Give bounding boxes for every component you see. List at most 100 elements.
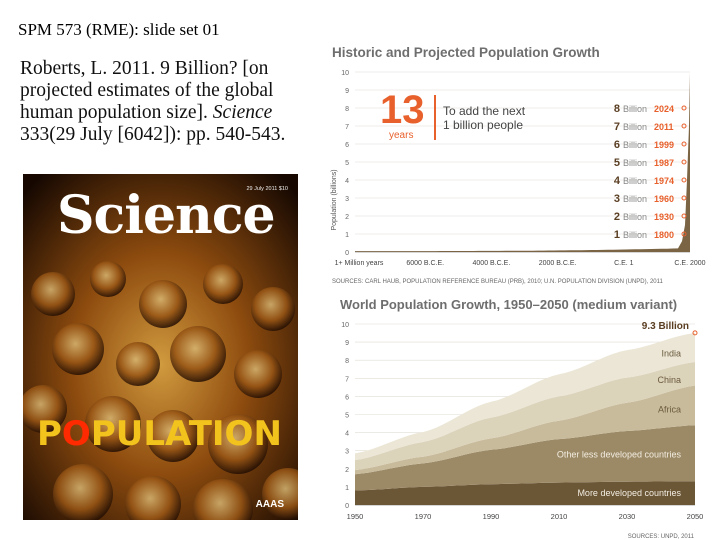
- chart1-ytick-label: 5: [345, 160, 349, 167]
- chart1-milestone-unit: Billion: [623, 140, 647, 150]
- chart1-ytick-label: 8: [345, 106, 349, 113]
- chart2-ytick-label: 3: [345, 449, 349, 456]
- chart2-xtick-label: 1990: [483, 512, 500, 521]
- chart1-ytick-label: 2: [345, 214, 349, 221]
- chart1-xtick-label: 2000 B.C.E.: [539, 260, 577, 267]
- chart1-highlight-unit: years: [389, 130, 413, 141]
- chart1-ytick-label: 9: [345, 88, 349, 95]
- chart1-ytick-label: 4: [345, 178, 349, 185]
- chart2-series-label: More developed countries: [577, 488, 681, 498]
- chart2-series-label: China: [657, 375, 681, 385]
- chart1-xtick-label: C.E. 2000: [674, 260, 705, 267]
- chart2-ytick-label: 8: [345, 358, 349, 365]
- chart2-series-label: Africa: [658, 405, 681, 415]
- chart2-ytick-label: 6: [345, 394, 349, 401]
- chart1-milestone-point: [681, 177, 687, 183]
- chart2-ytick-label: 10: [341, 322, 349, 329]
- chart1-ytick-label: 6: [345, 142, 349, 149]
- chart1-milestone-point: [681, 231, 687, 237]
- chart2-ytick-label: 9: [345, 340, 349, 347]
- chart2-area-more-developed-countries: [355, 481, 695, 505]
- chart2-ytick-label: 4: [345, 431, 349, 438]
- chart1-milestone-point: [681, 141, 687, 147]
- chart1-milestone-billion: 7: [614, 121, 620, 133]
- chart1-milestone-unit: Billion: [623, 158, 647, 168]
- citation: Roberts, L. 2011. 9 Billion? [on project…: [20, 58, 320, 146]
- chart1-xtick-label: 6000 B.C.E.: [406, 260, 444, 267]
- chart1-milestone-billion: 3: [614, 193, 620, 205]
- chart1-milestone-year: 1800: [654, 230, 674, 240]
- chart2-area-china: [355, 362, 695, 471]
- chart1-milestone-point: [681, 159, 687, 165]
- chart2-ytick-label: 1: [345, 485, 349, 492]
- chart1-milestone-year: 1987: [654, 158, 674, 168]
- chart1-ytick-label: 10: [341, 70, 349, 77]
- chart2-xtick-label: 1950: [347, 512, 364, 521]
- cover-title: Science: [57, 185, 276, 246]
- chart1-milestone-point: [681, 195, 687, 201]
- chart1-milestone-billion: 8: [614, 103, 620, 115]
- chart1-milestone-billion: 6: [614, 139, 620, 151]
- citation-volume: 333(29 July [6042]): pp. 540-543.: [20, 124, 286, 145]
- chart1-ytick-label: 3: [345, 196, 349, 203]
- chart1-milestone-unit: Billion: [623, 194, 647, 204]
- cover-crowd-image: [23, 174, 298, 520]
- chart1-highlight: 13 years To add the next 1 billion peopl…: [380, 88, 526, 141]
- chart1-milestone-unit: Billion: [623, 122, 647, 132]
- citation-journal: Science: [212, 102, 273, 123]
- chart1-milestone-point: [681, 123, 687, 129]
- chart1-ytick-label: 0: [345, 250, 349, 257]
- chart1-milestone-year: 1960: [654, 194, 674, 204]
- historic-population-chart: Historic and Projected Population Growth…: [331, 45, 706, 285]
- chart1-highlight-line1: To add the next: [443, 104, 526, 118]
- chart1-xtick-label: 4000 B.C.E.: [473, 260, 511, 267]
- chart1-xtick-label: 1+ Million years: [335, 260, 384, 267]
- chart2-area-india: [355, 332, 695, 461]
- cover-date: 29 July 2011 $10: [246, 186, 289, 192]
- chart1-milestone-year: 1974: [654, 176, 674, 186]
- chart1-highlight-number: 13: [380, 88, 425, 132]
- chart1-milestone-unit: Billion: [623, 104, 647, 114]
- chart2-source: SOURCES: UNPD, 2011: [628, 534, 695, 540]
- chart1-milestone-year: 2024: [654, 104, 674, 114]
- cover-headline: POPULATION: [37, 414, 282, 454]
- chart2-xtick-label: 1970: [415, 512, 432, 521]
- chart1-title: Historic and Projected Population Growth: [332, 45, 600, 60]
- chart1-milestone-point: [681, 105, 687, 111]
- world-population-chart: World Population Growth, 1950–2050 (medi…: [340, 297, 703, 540]
- chart2-series-label: India: [661, 349, 681, 359]
- chart2-ytick-label: 2: [345, 467, 349, 474]
- chart1-milestone-billion: 5: [614, 157, 620, 169]
- slide-header: SPM 573 (RME): slide set 01: [18, 20, 220, 39]
- chart1-ylabel: Population (billions): [331, 169, 338, 230]
- chart1-milestone-point: [681, 213, 687, 219]
- chart2-ytick-label: 7: [345, 376, 349, 383]
- chart2-total-label: 9.3 Billion: [642, 321, 689, 332]
- chart2-ytick-label: 0: [345, 503, 349, 510]
- chart1-ytick-label: 7: [345, 124, 349, 131]
- chart1-milestone-year: 2011: [654, 122, 674, 132]
- chart1-ytick-label: 1: [345, 232, 349, 239]
- chart2-total-point: [692, 330, 698, 336]
- chart1-milestone-year: 1930: [654, 212, 674, 222]
- cover-headline-p: P: [37, 414, 62, 454]
- citation-text: Roberts, L. 2011. 9 Billion? [on project…: [20, 58, 274, 123]
- chart1-highlight-line2: 1 billion people: [443, 118, 523, 132]
- chart2-area-other-less-developed-countries: [355, 425, 695, 491]
- cover-headline-o: O: [61, 414, 91, 454]
- chart2-xtick-label: 2010: [551, 512, 568, 521]
- chart1-source: SOURCES: CARL HAUB, POPULATION REFERENCE…: [332, 279, 664, 285]
- chart1-milestone-billion: 2: [614, 211, 620, 223]
- chart2-title: World Population Growth, 1950–2050 (medi…: [340, 297, 677, 312]
- chart1-milestone-billion: 4: [614, 175, 621, 187]
- cover-headline-rest: PULATION: [90, 414, 282, 454]
- chart2-xtick-label: 2030: [619, 512, 636, 521]
- chart2-series-label: Other less developed countries: [557, 449, 682, 459]
- cover-publisher: AAAS: [255, 499, 284, 510]
- chart1-milestone-year: 1999: [654, 140, 674, 150]
- science-cover: 29 July 2011 $10 Science POPULATION AAAS: [23, 174, 298, 520]
- chart1-milestone-unit: Billion: [623, 176, 647, 186]
- chart1-milestone-unit: Billion: [623, 212, 647, 222]
- chart2-ytick-label: 5: [345, 413, 349, 420]
- chart1-milestone-billion: 1: [614, 229, 620, 241]
